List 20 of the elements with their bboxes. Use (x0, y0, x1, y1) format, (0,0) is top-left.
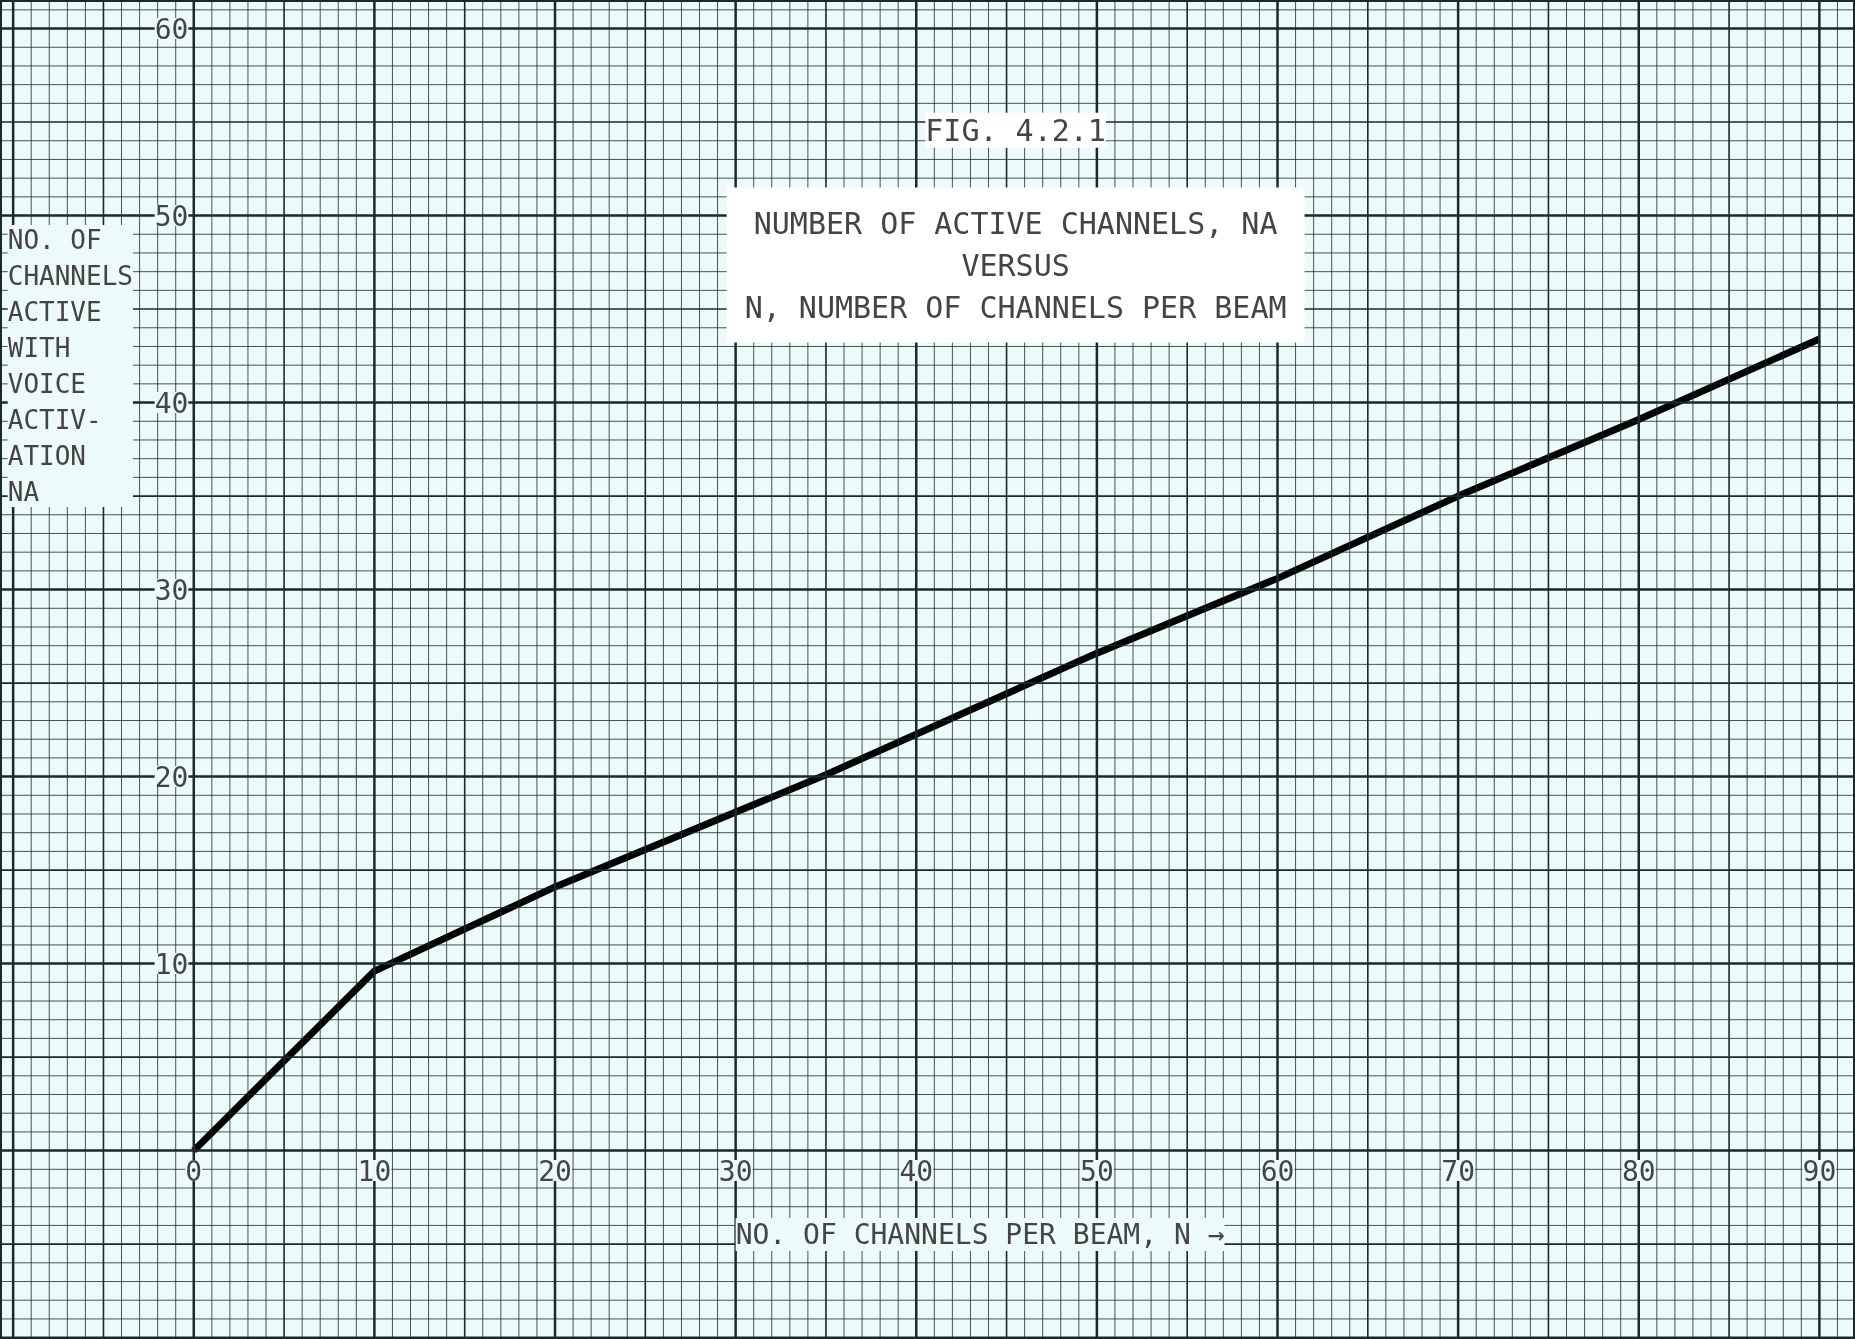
x-tick-label: 80 (1621, 1154, 1656, 1188)
x-tick-label: 70 (1441, 1154, 1475, 1188)
x-tick-label: 40 (899, 1154, 934, 1188)
x-tick-label: 30 (718, 1154, 753, 1188)
x-tick-label: 90 (1802, 1154, 1837, 1188)
y-tick-label: 20 (154, 761, 189, 795)
text: FIG. 4.2.1 (925, 112, 1106, 148)
y-tick-label: 50 (154, 200, 189, 234)
x-tick-label: 20 (538, 1154, 572, 1188)
y-tick-label: 60 (154, 13, 189, 47)
x-axis-title: NO. OF CHANNELS PER BEAM, N → (735, 1217, 1225, 1251)
y-axis-title: NO. OF CHANNELS ACTIVE WITH VOICE ACTIV- ATION NA (7, 224, 133, 507)
x-tick-label: 0 (185, 1154, 203, 1188)
y-tick-label: 40 (154, 387, 189, 421)
text: NUMBER OF ACTIVE CHANNELS, NA VERSUS N, NUMBER OF CHANNELS PER BEAM (744, 205, 1287, 325)
y-tick-label: 30 (154, 574, 189, 608)
x-tick-label: 60 (1260, 1154, 1295, 1188)
x-tick-label: 10 (357, 1154, 392, 1188)
x-tick-label: 50 (1080, 1154, 1114, 1188)
y-tick-label: 10 (154, 948, 189, 982)
